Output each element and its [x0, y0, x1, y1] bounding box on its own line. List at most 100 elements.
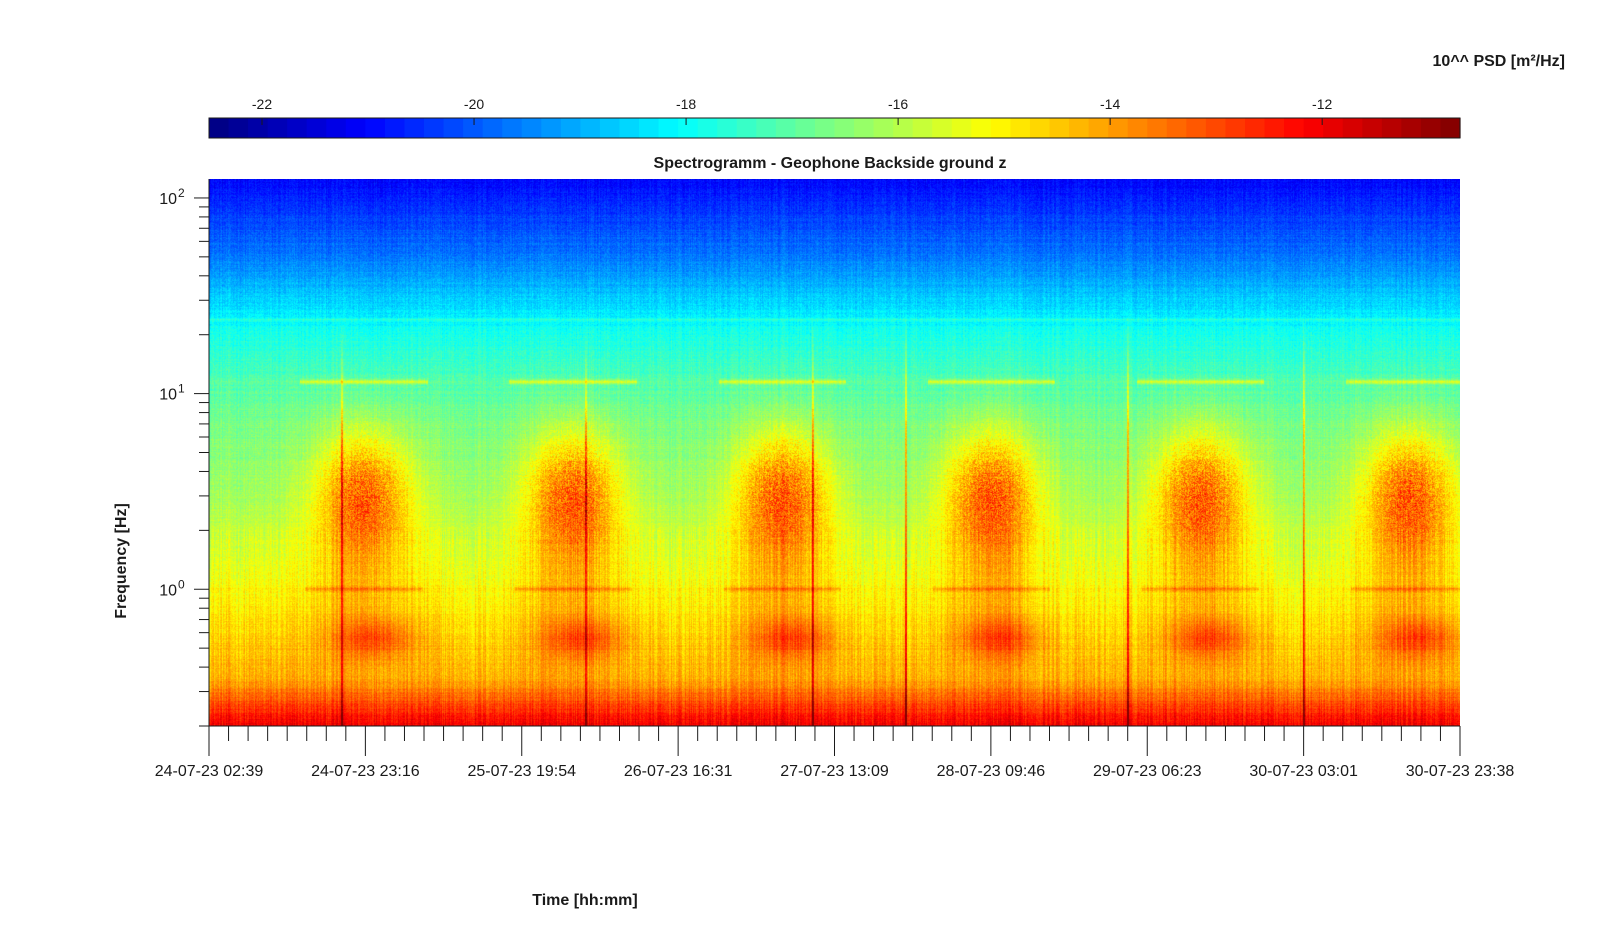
x-tick-label: 29-07-23 06:23 — [1093, 763, 1202, 780]
colorbar-tick-label: -20 — [464, 96, 484, 112]
x-axis-label: Time [hh:mm] — [532, 892, 637, 909]
colorbar-cell — [678, 118, 699, 138]
colorbar-cell — [1049, 118, 1070, 138]
colorbar-cell — [1205, 118, 1227, 138]
colorbar-cell — [1244, 118, 1266, 138]
y-tick-base: 10 — [159, 191, 177, 208]
colorbar-ticks: -22 -20 -18 -16 -14 -12 — [252, 96, 1333, 125]
colorbar-cell — [345, 118, 366, 138]
colorbar-cell — [248, 118, 269, 138]
colorbar-cell — [1225, 118, 1246, 138]
x-tick-label: 24-07-23 23:16 — [311, 763, 420, 780]
colorbar-cell — [717, 118, 738, 138]
x-tick-label: 24-07-23 02:39 — [155, 763, 264, 780]
colorbar-cell — [834, 118, 855, 138]
colorbar-cell — [267, 118, 288, 138]
colorbar-cell — [560, 118, 581, 138]
y-tick-exponent: 1 — [178, 382, 185, 396]
colorbar-cell — [873, 118, 894, 138]
colorbar-cell — [365, 118, 386, 138]
colorbar-cell — [287, 118, 308, 138]
colorbar-cell — [639, 118, 660, 138]
colorbar-cell — [463, 118, 484, 138]
colorbar-cell — [1166, 118, 1187, 138]
chart-title: Spectrogramm - Geophone Backside ground … — [654, 155, 1007, 172]
colorbar-cell — [1069, 118, 1090, 138]
colorbar-tick-label: -14 — [1100, 96, 1120, 112]
colorbar-scale — [209, 118, 1461, 138]
colorbar-cell — [482, 118, 503, 138]
colorbar-cell — [912, 118, 933, 138]
heatmap-container — [209, 179, 1460, 726]
y-tick-label: 10 1 — [159, 382, 185, 404]
colorbar-cell — [580, 118, 601, 138]
y-tick-base: 10 — [159, 387, 177, 404]
colorbar-tick-label: -12 — [1312, 96, 1332, 112]
colorbar-cell — [384, 118, 406, 138]
colorbar-cell — [1264, 118, 1285, 138]
colorbar-cell — [521, 118, 542, 138]
colorbar-cell — [893, 118, 914, 138]
colorbar-tick-label: -16 — [888, 96, 908, 112]
colorbar-cell — [932, 118, 953, 138]
colorbar-cell — [619, 118, 640, 138]
colorbar-cell — [541, 118, 562, 138]
colorbar-cell — [443, 118, 464, 138]
spectrogram-heatmap — [209, 179, 1460, 726]
colorbar-cell — [1420, 118, 1442, 138]
x-tick-label: 27-07-23 13:09 — [780, 763, 889, 780]
y-tick-label: 10 0 — [159, 577, 185, 599]
colorbar-frame — [208, 117, 1461, 139]
y-tick-base: 10 — [159, 582, 177, 599]
colorbar-label: 10^^ PSD [m²/Hz] — [1433, 53, 1565, 70]
colorbar-cell — [228, 118, 249, 138]
colorbar-cell — [1342, 118, 1363, 138]
x-tick-label: 25-07-23 19:54 — [467, 763, 576, 780]
colorbar-cell — [756, 118, 777, 138]
colorbar-cell — [736, 118, 757, 138]
colorbar-cell — [424, 118, 445, 138]
colorbar-cell — [854, 118, 875, 138]
colorbar-cell — [1381, 118, 1402, 138]
colorbar-tick-label: -22 — [252, 96, 272, 112]
colorbar-cell — [658, 118, 679, 138]
colorbar-cell — [599, 118, 621, 138]
colorbar-tick-label: -18 — [676, 96, 696, 112]
colorbar-cell — [1088, 118, 1109, 138]
plot-area — [209, 179, 1460, 726]
y-axis-label: Frequency [Hz] — [113, 503, 130, 619]
colorbar-cell — [1284, 118, 1305, 138]
colorbar-cell — [1127, 118, 1148, 138]
x-tick-label: 30-07-23 23:38 — [1406, 763, 1515, 780]
y-tick-exponent: 0 — [178, 577, 185, 591]
colorbar-cell — [951, 118, 972, 138]
colorbar-cell — [1323, 118, 1344, 138]
colorbar-cell — [306, 118, 327, 138]
colorbar-cell — [1362, 118, 1383, 138]
colorbar-cell — [697, 118, 718, 138]
colorbar-cell — [795, 118, 816, 138]
colorbar-cell — [326, 118, 347, 138]
y-tick-exponent: 2 — [178, 186, 185, 200]
x-tick-label: 26-07-23 16:31 — [624, 763, 733, 780]
colorbar-cell — [404, 118, 425, 138]
colorbar-cell — [1303, 118, 1324, 138]
colorbar-cell — [1147, 118, 1168, 138]
x-axis: 24-07-23 02:39 24-07-23 23:16 25-07-23 19:… — [155, 725, 1515, 780]
colorbar-cell — [1440, 118, 1461, 138]
colorbar-cell — [502, 118, 523, 138]
colorbar-cell — [1186, 118, 1207, 138]
colorbar-cell — [971, 118, 992, 138]
colorbar-cell — [1029, 118, 1051, 138]
colorbar-cell — [1010, 118, 1031, 138]
colorbar-cell — [209, 118, 230, 138]
colorbar: 10^^ PSD [m²/Hz] -22 -20 -18 -16 -14 -12 — [208, 53, 1565, 139]
y-tick-label: 10 2 — [159, 186, 185, 208]
colorbar-cell — [1108, 118, 1129, 138]
colorbar-cell — [775, 118, 797, 138]
x-tick-label: 30-07-23 03:01 — [1249, 763, 1358, 780]
colorbar-cell — [814, 118, 836, 138]
